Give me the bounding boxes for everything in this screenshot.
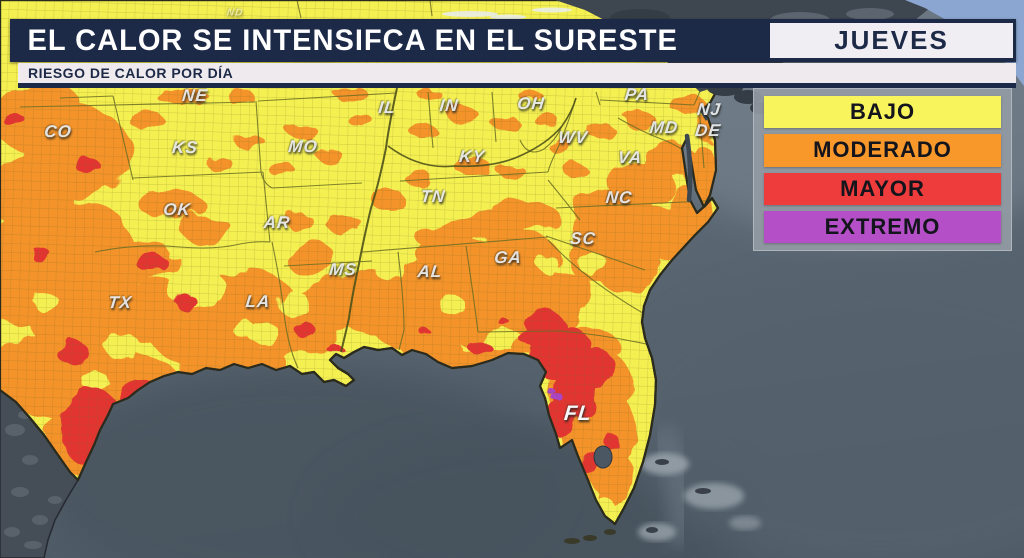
risk-legend: BAJO MODERADO MAYOR EXTREMO <box>753 88 1012 251</box>
chesapeake-bay <box>684 133 693 203</box>
legend-item-bajo: BAJO <box>764 96 1001 129</box>
delaware-bay <box>698 107 709 121</box>
legend-label: BAJO <box>849 99 916 125</box>
legend-label: EXTREMO <box>824 213 941 239</box>
legend-item-mayor: MAYOR <box>764 172 1001 205</box>
legend-item-extremo: EXTREMO <box>764 210 1001 243</box>
state-borders <box>19 0 718 369</box>
legend-item-moderado: MODERADO <box>764 134 1001 167</box>
page-title: EL CALOR SE INTENSIFCA EN EL SURESTE <box>27 23 678 57</box>
lake-okeechobee <box>593 445 613 469</box>
florida-keys <box>564 529 616 544</box>
legend-label: MODERADO <box>813 137 952 163</box>
water-features <box>564 107 709 544</box>
bahamas <box>638 453 761 541</box>
subtitle-underline <box>18 83 1016 88</box>
subtitle-text: RIESGO DE CALOR POR DÍA <box>28 65 234 81</box>
legend-label: MAYOR <box>840 175 925 201</box>
day-box: JUEVES <box>767 20 1016 61</box>
rivers <box>340 87 577 353</box>
day-label: JUEVES <box>834 25 949 55</box>
subtitle-bar: RIESGO DE CALOR POR DÍA <box>18 63 1016 83</box>
